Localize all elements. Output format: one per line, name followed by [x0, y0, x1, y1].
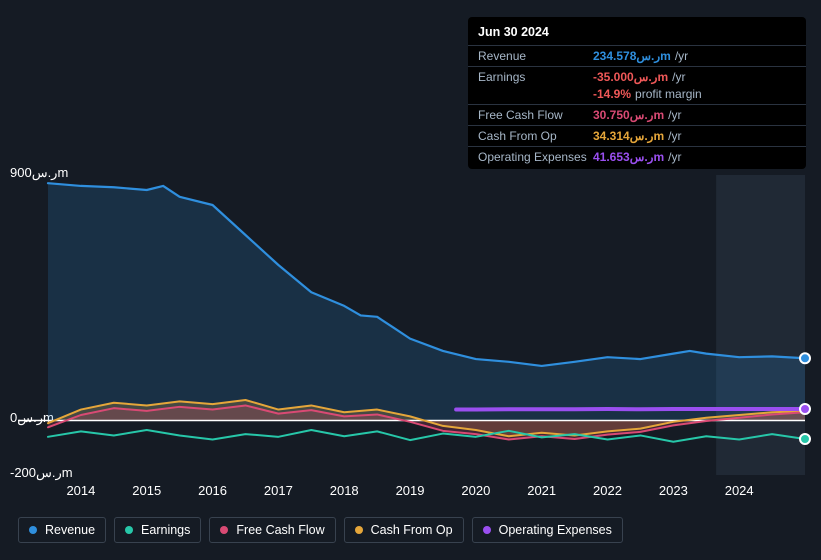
- legend-item-revenue[interactable]: Revenue: [18, 517, 106, 543]
- legend-label: Cash From Op: [371, 523, 453, 537]
- legend-item-free_cash_flow[interactable]: Free Cash Flow: [209, 517, 335, 543]
- legend-label: Earnings: [141, 523, 190, 537]
- legend-dot-icon: [29, 526, 37, 534]
- x-axis-tick-label: 2014: [66, 483, 95, 498]
- x-axis-tick-label: 2021: [527, 483, 556, 498]
- legend-item-cash_from_op[interactable]: Cash From Op: [344, 517, 464, 543]
- x-axis-tick-label: 2022: [593, 483, 622, 498]
- legend-label: Revenue: [45, 523, 95, 537]
- chart-container: Jun 30 2024 Revenue234.578ر.سm/yrEarning…: [0, 0, 821, 560]
- legend-item-operating_expenses[interactable]: Operating Expenses: [472, 517, 623, 543]
- x-axis-tick-label: 2019: [396, 483, 425, 498]
- x-axis-tick-label: 2015: [132, 483, 161, 498]
- x-axis-tick-label: 2023: [659, 483, 688, 498]
- x-axis-tick-label: 2024: [725, 483, 754, 498]
- legend-dot-icon: [220, 526, 228, 534]
- legend-dot-icon: [355, 526, 363, 534]
- legend-label: Operating Expenses: [499, 523, 612, 537]
- legend-label: Free Cash Flow: [236, 523, 324, 537]
- x-axis-tick-label: 2018: [330, 483, 359, 498]
- x-axis-labels: 2014 2015 2016 2017 2018 2019 2020 2021 2022 2023…: [0, 483, 821, 501]
- x-axis-tick-label: 2016: [198, 483, 227, 498]
- legend-item-earnings[interactable]: Earnings: [114, 517, 201, 543]
- chart-plot[interactable]: [0, 0, 821, 500]
- legend-dot-icon: [125, 526, 133, 534]
- legend: Revenue Earnings Free Cash Flow Cash From O…: [18, 517, 623, 543]
- x-axis-tick-label: 2017: [264, 483, 293, 498]
- legend-dot-icon: [483, 526, 491, 534]
- x-axis-tick-label: 2020: [461, 483, 490, 498]
